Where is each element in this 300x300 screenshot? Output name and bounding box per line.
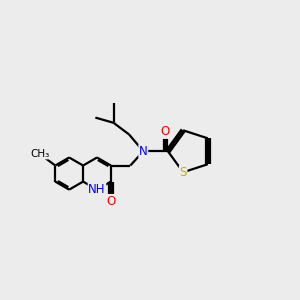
Text: NH: NH — [88, 183, 106, 196]
Text: N: N — [139, 145, 148, 158]
Text: O: O — [161, 125, 170, 138]
Text: S: S — [179, 166, 187, 179]
Text: CH₃: CH₃ — [30, 149, 49, 159]
Text: O: O — [106, 194, 116, 208]
